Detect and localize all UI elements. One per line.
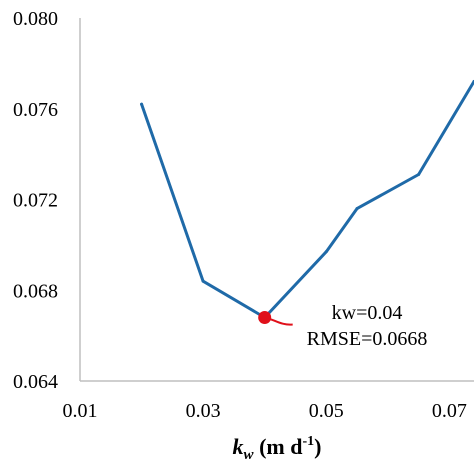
y-tick-labels: 0.064 0.068 0.072 0.076 0.080 bbox=[13, 8, 58, 393]
y-tick-label: 0.068 bbox=[13, 280, 58, 302]
x-tick-labels: 0.01 0.03 0.05 0.07 bbox=[63, 400, 467, 422]
axes bbox=[79, 18, 474, 382]
x-label-subscript: w bbox=[244, 447, 255, 463]
highlight-group bbox=[258, 310, 293, 326]
x-axis-label: kw (m d-1) bbox=[233, 434, 322, 463]
x-label-superscript: -1 bbox=[302, 434, 314, 449]
x-label-close: ) bbox=[314, 434, 321, 459]
x-tick-label: 0.03 bbox=[186, 400, 221, 422]
data-point bbox=[417, 173, 421, 177]
highlight-point bbox=[258, 310, 272, 324]
x-tick-label: 0.07 bbox=[432, 400, 467, 422]
annotations: kw=0.04 RMSE=0.0668 bbox=[307, 302, 428, 350]
y-tick-label: 0.080 bbox=[13, 8, 58, 30]
x-label-symbol: k bbox=[233, 434, 244, 459]
x-tick-label: 0.01 bbox=[63, 400, 98, 422]
x-label-unit: (m d bbox=[254, 434, 303, 459]
data-point bbox=[201, 279, 205, 283]
data-point bbox=[324, 250, 328, 254]
x-tick-label: 0.05 bbox=[309, 400, 344, 422]
annotation-text: kw=0.04 bbox=[332, 302, 403, 324]
data-point bbox=[140, 102, 144, 106]
y-tick-label: 0.072 bbox=[13, 190, 58, 212]
annotation-text: RMSE=0.0668 bbox=[307, 328, 428, 350]
y-tick-label: 0.064 bbox=[13, 371, 58, 393]
series-group bbox=[140, 80, 474, 319]
data-point bbox=[355, 207, 359, 211]
series-line bbox=[140, 80, 474, 319]
y-tick-label: 0.076 bbox=[13, 99, 58, 121]
